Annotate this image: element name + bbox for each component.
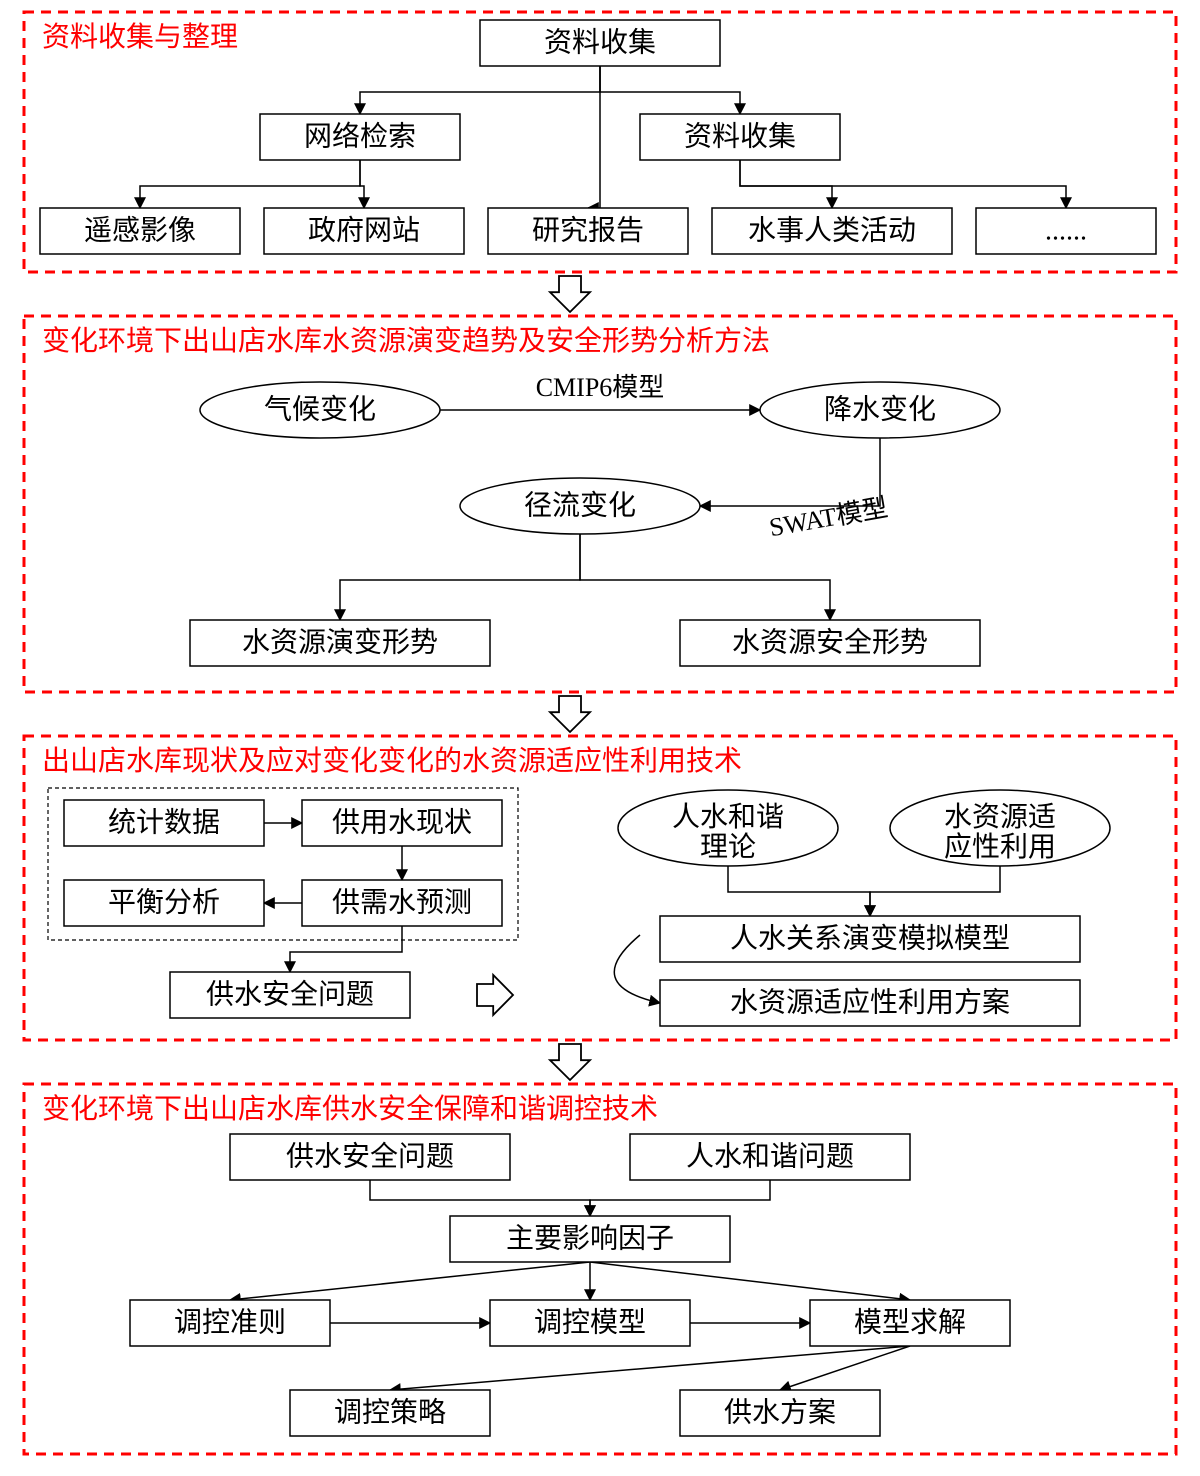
node-label: 供用水现状	[332, 807, 472, 839]
section-title: 资料收集与整理	[42, 21, 238, 53]
node-label: 气候变化	[264, 394, 376, 426]
section-title: 出山店水库现状及应对变化变化的水资源适应性利用技术	[42, 745, 742, 777]
node-label: 资料收集	[544, 27, 656, 59]
section-title: 变化环境下出山店水库水资源演变趋势及安全形势分析方法	[42, 325, 770, 357]
section-title: 变化环境下出山店水库供水安全保障和谐调控技术	[42, 1093, 658, 1125]
edge-label: CMIP6模型	[536, 373, 665, 402]
node-label: 模型求解	[854, 1307, 966, 1339]
node-label: 主要影响因子	[506, 1223, 674, 1255]
node-label: 资料收集	[684, 121, 796, 153]
node-label: 径流变化	[524, 490, 636, 522]
node-label: 供水安全问题	[206, 979, 374, 1011]
node-label: 水事人类活动	[748, 215, 916, 247]
node-label: 平衡分析	[108, 887, 220, 919]
node-label: 调控模型	[534, 1307, 646, 1339]
node-label: 水资源演变形势	[242, 627, 438, 659]
node-label: 供需水预测	[332, 887, 472, 919]
node-label: 遥感影像	[84, 215, 196, 247]
node-label: 供水方案	[724, 1397, 836, 1429]
node-label: 调控策略	[334, 1397, 446, 1429]
node-label: 水资源适应性利用	[944, 801, 1056, 863]
node-label: 网络检索	[304, 121, 416, 153]
node-label: 水资源适应性利用方案	[730, 987, 1010, 1019]
flowchart-svg: 资料收集与整理变化环境下出山店水库水资源演变趋势及安全形势分析方法出山店水库现状…	[0, 0, 1200, 1476]
node-label: 水资源安全形势	[732, 627, 928, 659]
node-label: 人水关系演变模拟模型	[730, 923, 1010, 955]
node-label: 统计数据	[108, 807, 220, 839]
node-label: 研究报告	[532, 215, 644, 247]
node-label: 政府网站	[308, 215, 420, 247]
node-label: 降水变化	[824, 394, 936, 426]
node-label: 调控准则	[174, 1307, 286, 1339]
node-label: ......	[1045, 216, 1087, 247]
node-label: 供水安全问题	[286, 1141, 454, 1173]
node-label: 人水和谐问题	[686, 1141, 854, 1173]
